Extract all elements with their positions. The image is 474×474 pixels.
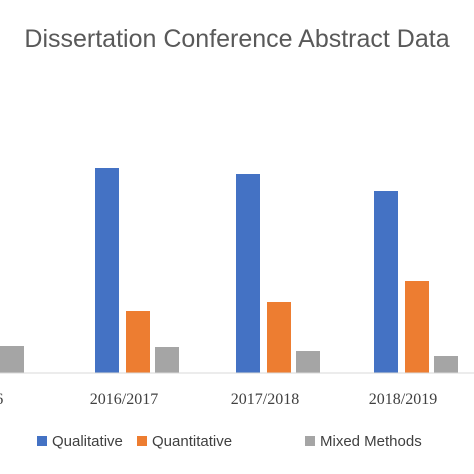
legend-swatch	[137, 436, 147, 446]
bar-qualitative-2016-2017	[95, 168, 119, 373]
x-tick-labels: 2015/2016 2016/2017 2017/2018 2018/2019	[0, 391, 437, 408]
bar-quantitative-2016-2017	[126, 311, 150, 373]
legend-swatch	[305, 436, 315, 446]
legend: Qualitative Quantitative Mixed Methods	[37, 433, 422, 450]
bar-qualitative-2018-2019	[374, 191, 398, 373]
legend-label: Qualitative	[52, 433, 123, 450]
bar-mixed-methods-2015-2016	[0, 346, 24, 373]
x-tick-label: 2016/2017	[90, 391, 158, 408]
bar-mixed-methods-2017-2018	[296, 351, 320, 373]
x-tick-label: 2017/2018	[231, 391, 299, 408]
legend-label: Quantitative	[152, 433, 232, 450]
legend-label: Mixed Methods	[320, 433, 422, 450]
bar-quantitative-2017-2018	[267, 302, 291, 373]
bar-qualitative-2017-2018	[236, 174, 260, 373]
bar-quantitative-2018-2019	[405, 281, 429, 373]
x-tick-label: 2018/2019	[369, 391, 437, 408]
chart-title: Dissertation Conference Abstract Data	[24, 25, 449, 53]
plot-area	[0, 168, 458, 373]
legend-swatch	[37, 436, 47, 446]
bar-mixed-methods-2018-2019	[434, 356, 458, 373]
bar-mixed-methods-2016-2017	[155, 347, 179, 373]
x-tick-label: 2015/2016	[0, 391, 3, 408]
